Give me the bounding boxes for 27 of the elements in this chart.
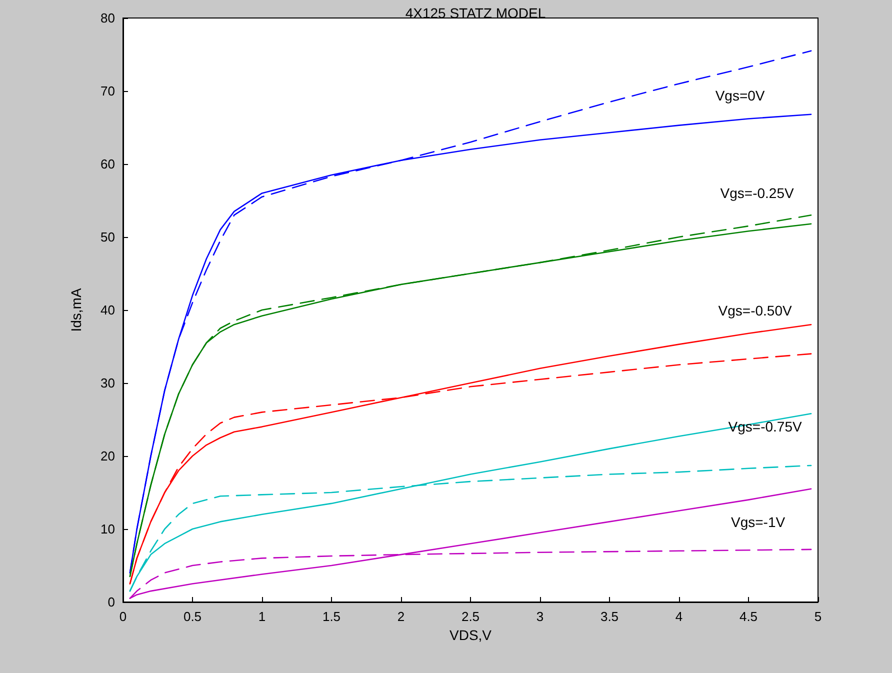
x-tick-label: 5	[814, 609, 822, 624]
y-tick-label: 40	[100, 302, 115, 318]
x-tick-label: 4.5	[739, 609, 758, 624]
y-tick-label: 70	[100, 84, 115, 98]
y-axis-title: Ids,mA	[68, 288, 84, 332]
y-tick-label: 10	[100, 522, 115, 536]
y-tick-label: 30	[100, 376, 115, 390]
x-tick-label: 1	[258, 609, 266, 624]
y-tick-label: 50	[100, 230, 115, 244]
x-tick-label: 1.5	[322, 609, 341, 624]
x-tick-label: 4	[675, 609, 683, 624]
series-label: Vgs=-0.75V	[728, 418, 802, 435]
y-tick-label: 80	[100, 10, 115, 26]
x-tick-label: 3.5	[600, 609, 619, 624]
x-tick-label: 2	[397, 609, 405, 624]
series-label: Vgs=-0.50V	[718, 302, 792, 319]
series-label: Vgs=-0.25V	[720, 184, 794, 201]
x-tick-label: 0	[119, 609, 127, 624]
x-tick-label: 3	[536, 609, 544, 624]
x-axis-title: VDS,V	[449, 627, 492, 643]
x-tick-label: 2.5	[461, 609, 480, 624]
x-tick-label: 0.5	[183, 609, 202, 624]
series-label: Vgs=0V	[715, 87, 766, 104]
y-tick-label: 60	[100, 156, 115, 172]
y-tick-label: 20	[100, 448, 115, 464]
series-label: Vgs=-1V	[731, 514, 786, 530]
y-tick-label: 0	[108, 594, 115, 610]
